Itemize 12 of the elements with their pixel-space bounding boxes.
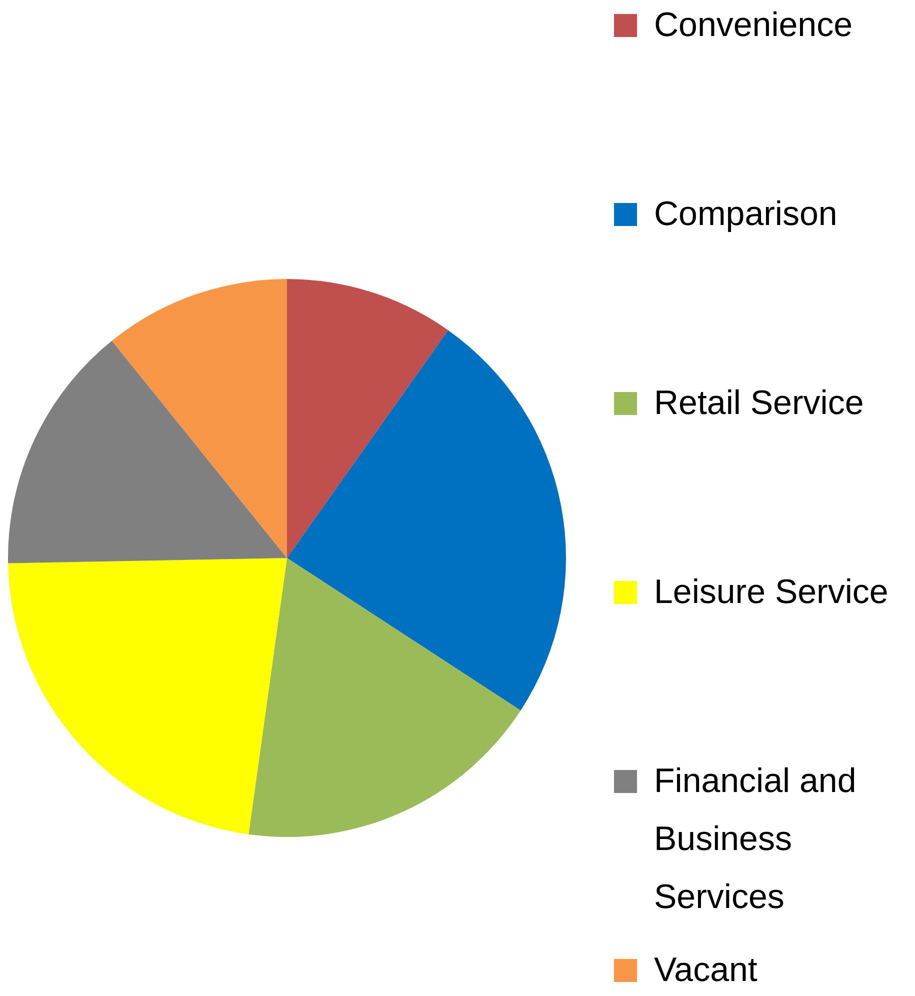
legend-label: Retail Service bbox=[654, 384, 864, 422]
pie-slice bbox=[8, 558, 287, 834]
pie-slice bbox=[112, 279, 287, 558]
legend-label: Convenience bbox=[654, 6, 852, 44]
pie-slice bbox=[248, 558, 521, 837]
pie-slice bbox=[287, 330, 566, 710]
pie-slice bbox=[8, 340, 287, 564]
legend-label: Vacant bbox=[654, 951, 758, 989]
legend-label: Comparison bbox=[654, 195, 838, 233]
legend-label: Financial and Business Services bbox=[654, 762, 856, 916]
pie-slice bbox=[287, 279, 448, 558]
legend-label: Leisure Service bbox=[654, 573, 888, 611]
